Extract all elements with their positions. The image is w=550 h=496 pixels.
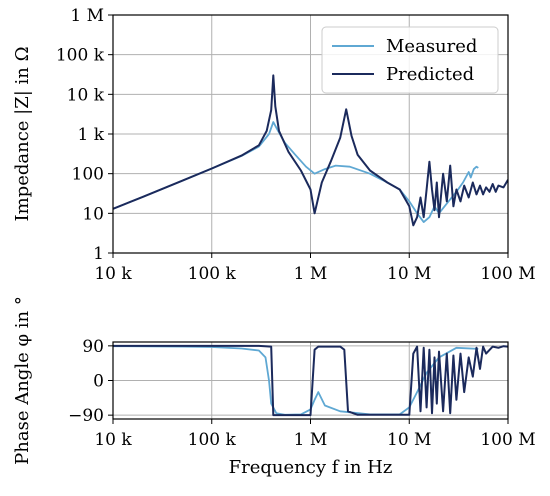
y-tick-label: 100 [72, 165, 104, 185]
y-tick-label: 1 M [70, 6, 104, 26]
y-tick-label: 1 [93, 244, 104, 264]
series-line-predicted [113, 344, 508, 417]
x-tick-label: 100 M [480, 430, 535, 450]
x-tick-label: 1 M [294, 430, 328, 450]
x-tick-label: 10 M [387, 430, 431, 450]
x-tick-label: 1 M [294, 264, 328, 284]
legend-label-predicted: Predicted [386, 64, 474, 85]
y-tick-label: 100 k [56, 46, 105, 66]
series-line-measured [113, 121, 479, 223]
x-axis-label: Frequency f in Hz [229, 457, 393, 478]
x-tick-label: 10 k [94, 264, 132, 284]
phase-panel: 10 k 100 k 1 M 10 M 100 M 90 0 −90 Phase Angle φ… [12, 296, 536, 478]
y-axis-label: Phase Angle φ in ° [12, 296, 33, 465]
x-tick-label: 100 k [188, 430, 237, 450]
x-tick-label: 100 M [480, 264, 535, 284]
impedance-panel: 10 k 100 k 1 M 10 M 100 M 1 10 100 1 k 10 k 100 k 1… [12, 6, 536, 284]
x-tick-label: 100 k [188, 264, 237, 284]
y-tick-label: −90 [68, 406, 104, 426]
legend-label-measured: Measured [386, 36, 477, 57]
y-tick-label: 1 k [77, 125, 104, 145]
series-line-predicted [113, 74, 508, 227]
y-tick-label: 10 [82, 204, 104, 224]
x-tick-label: 10 k [94, 430, 132, 450]
y-tick-label: 0 [93, 372, 104, 392]
y-tick-label: 90 [82, 337, 104, 357]
y-tick-label: 10 k [67, 85, 105, 105]
plot-frame [112, 341, 509, 420]
y-axis-label: Impedance |Z| in Ω [12, 46, 33, 221]
legend-box [321, 26, 499, 94]
x-tick-label: 10 M [387, 264, 431, 284]
plot-frame [112, 14, 509, 254]
